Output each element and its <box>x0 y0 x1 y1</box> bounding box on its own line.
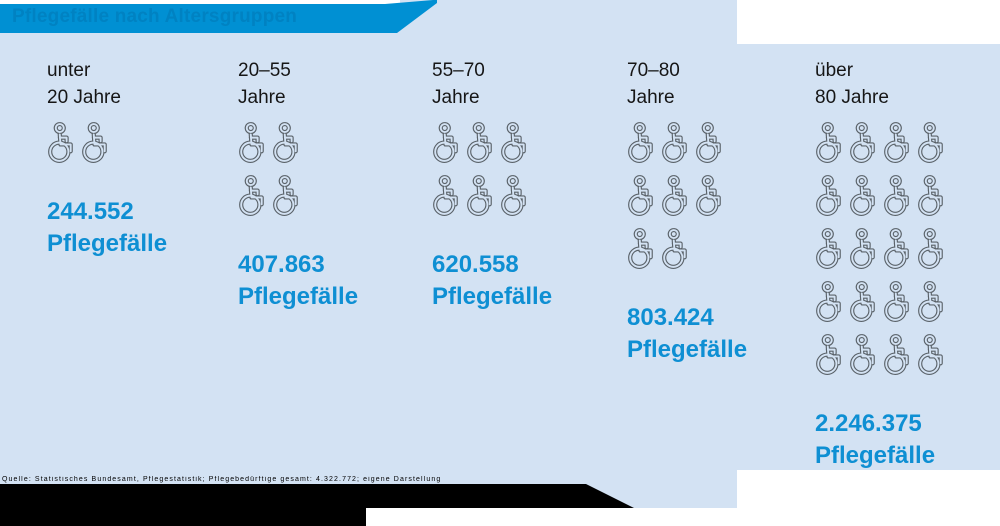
care-cases-value: 244.552 <box>47 198 134 225</box>
wheelchair-icon <box>815 280 846 326</box>
source-note: Quelle: Statistisches Bundesamt, Pfleges… <box>2 476 442 483</box>
care-cases-value: 407.863 <box>238 251 325 278</box>
age-label-line1: über <box>815 60 854 81</box>
care-cases-unit: Pflegefälle <box>432 283 553 310</box>
care-cases-value: 803.424 <box>627 304 714 331</box>
icon-row <box>238 121 428 174</box>
age-column-5: über 80 Jahre 2.246.375 Pflegefälle <box>815 57 1000 472</box>
icon-row <box>815 333 1000 386</box>
icon-grid <box>47 121 237 174</box>
wheelchair-icon <box>627 227 658 273</box>
wheelchair-icon <box>627 174 658 220</box>
wheelchair-icon <box>849 174 880 220</box>
title-banner: Pflegefälle nach Altersgruppen <box>0 0 437 33</box>
wheelchair-icon <box>849 227 880 273</box>
icon-row <box>815 121 1000 174</box>
age-label-line2: Jahre <box>238 87 286 108</box>
age-column-4: 70–80 Jahre 803.424 Pflegefälle <box>627 57 817 366</box>
wheelchair-icon <box>695 121 726 167</box>
wheelchair-icon <box>883 174 914 220</box>
wheelchair-icon <box>432 174 463 220</box>
wheelchair-icon <box>883 333 914 379</box>
age-label-line1: unter <box>47 60 91 81</box>
wheelchair-icon <box>272 121 303 167</box>
icon-row <box>627 227 817 280</box>
wheelchair-icon <box>917 121 948 167</box>
age-column-1: unter 20 Jahre 244.552 Pflegefälle <box>47 57 237 260</box>
wheelchair-icon <box>849 121 880 167</box>
main-panel-background <box>0 0 737 508</box>
wheelchair-icon <box>917 280 948 326</box>
wheelchair-icon <box>432 121 463 167</box>
wheelchair-icon <box>695 174 726 220</box>
wheelchair-icon <box>849 280 880 326</box>
icon-row <box>815 227 1000 280</box>
wheelchair-icon <box>815 121 846 167</box>
icon-row <box>47 121 237 174</box>
icon-row <box>432 121 622 174</box>
wheelchair-icon <box>849 333 880 379</box>
care-cases-value: 2.246.375 <box>815 410 922 437</box>
wheelchair-icon <box>883 227 914 273</box>
age-label-line2: 20 Jahre <box>47 87 121 108</box>
icon-grid <box>627 121 817 280</box>
wheelchair-icon <box>466 121 497 167</box>
wheelchair-icon <box>500 174 531 220</box>
infographic-title: Pflegefälle nach Altersgruppen <box>12 6 298 27</box>
icon-row <box>627 174 817 227</box>
care-cases-unit: Pflegefälle <box>627 336 748 363</box>
wheelchair-icon <box>883 121 914 167</box>
wheelchair-icon <box>238 174 269 220</box>
age-label-line2: Jahre <box>627 87 675 108</box>
wheelchair-icon <box>815 227 846 273</box>
wheelchair-icon <box>661 227 692 273</box>
footer-band-swoosh <box>0 484 634 508</box>
age-column-2: 20–55 Jahre 407.863 Pflegefälle <box>238 57 428 313</box>
age-label-line2: 80 Jahre <box>815 87 889 108</box>
wheelchair-icon <box>815 174 846 220</box>
wheelchair-icon <box>47 121 78 167</box>
wheelchair-icon <box>500 121 531 167</box>
icon-row <box>627 121 817 174</box>
care-cases-unit: Pflegefälle <box>815 442 936 469</box>
icon-grid <box>432 121 622 227</box>
wheelchair-icon <box>917 174 948 220</box>
age-label-line2: Jahre <box>432 87 480 108</box>
care-cases-value: 620.558 <box>432 251 519 278</box>
footer-strip <box>0 508 366 526</box>
wheelchair-icon <box>917 227 948 273</box>
age-label-line1: 20–55 <box>238 60 291 81</box>
icon-row <box>815 174 1000 227</box>
care-cases-unit: Pflegefälle <box>47 230 168 257</box>
wheelchair-icon <box>466 174 497 220</box>
top-white-strip <box>0 0 400 4</box>
age-column-3: 55–70 Jahre 620.558 Pflegefälle <box>432 57 622 313</box>
care-cases-unit: Pflegefälle <box>238 283 359 310</box>
icon-grid <box>815 121 1000 386</box>
wheelchair-icon <box>661 174 692 220</box>
wheelchair-icon <box>627 121 658 167</box>
icon-row <box>432 174 622 227</box>
wheelchair-icon <box>917 333 948 379</box>
wheelchair-icon <box>238 121 269 167</box>
wheelchair-icon <box>661 121 692 167</box>
icon-row <box>238 174 428 227</box>
wheelchair-icon <box>81 121 112 167</box>
wheelchair-icon <box>883 280 914 326</box>
icon-row <box>815 280 1000 333</box>
wheelchair-icon <box>272 174 303 220</box>
wheelchair-icon <box>815 333 846 379</box>
age-label-line1: 55–70 <box>432 60 485 81</box>
age-label-line1: 70–80 <box>627 60 680 81</box>
icon-grid <box>238 121 428 227</box>
